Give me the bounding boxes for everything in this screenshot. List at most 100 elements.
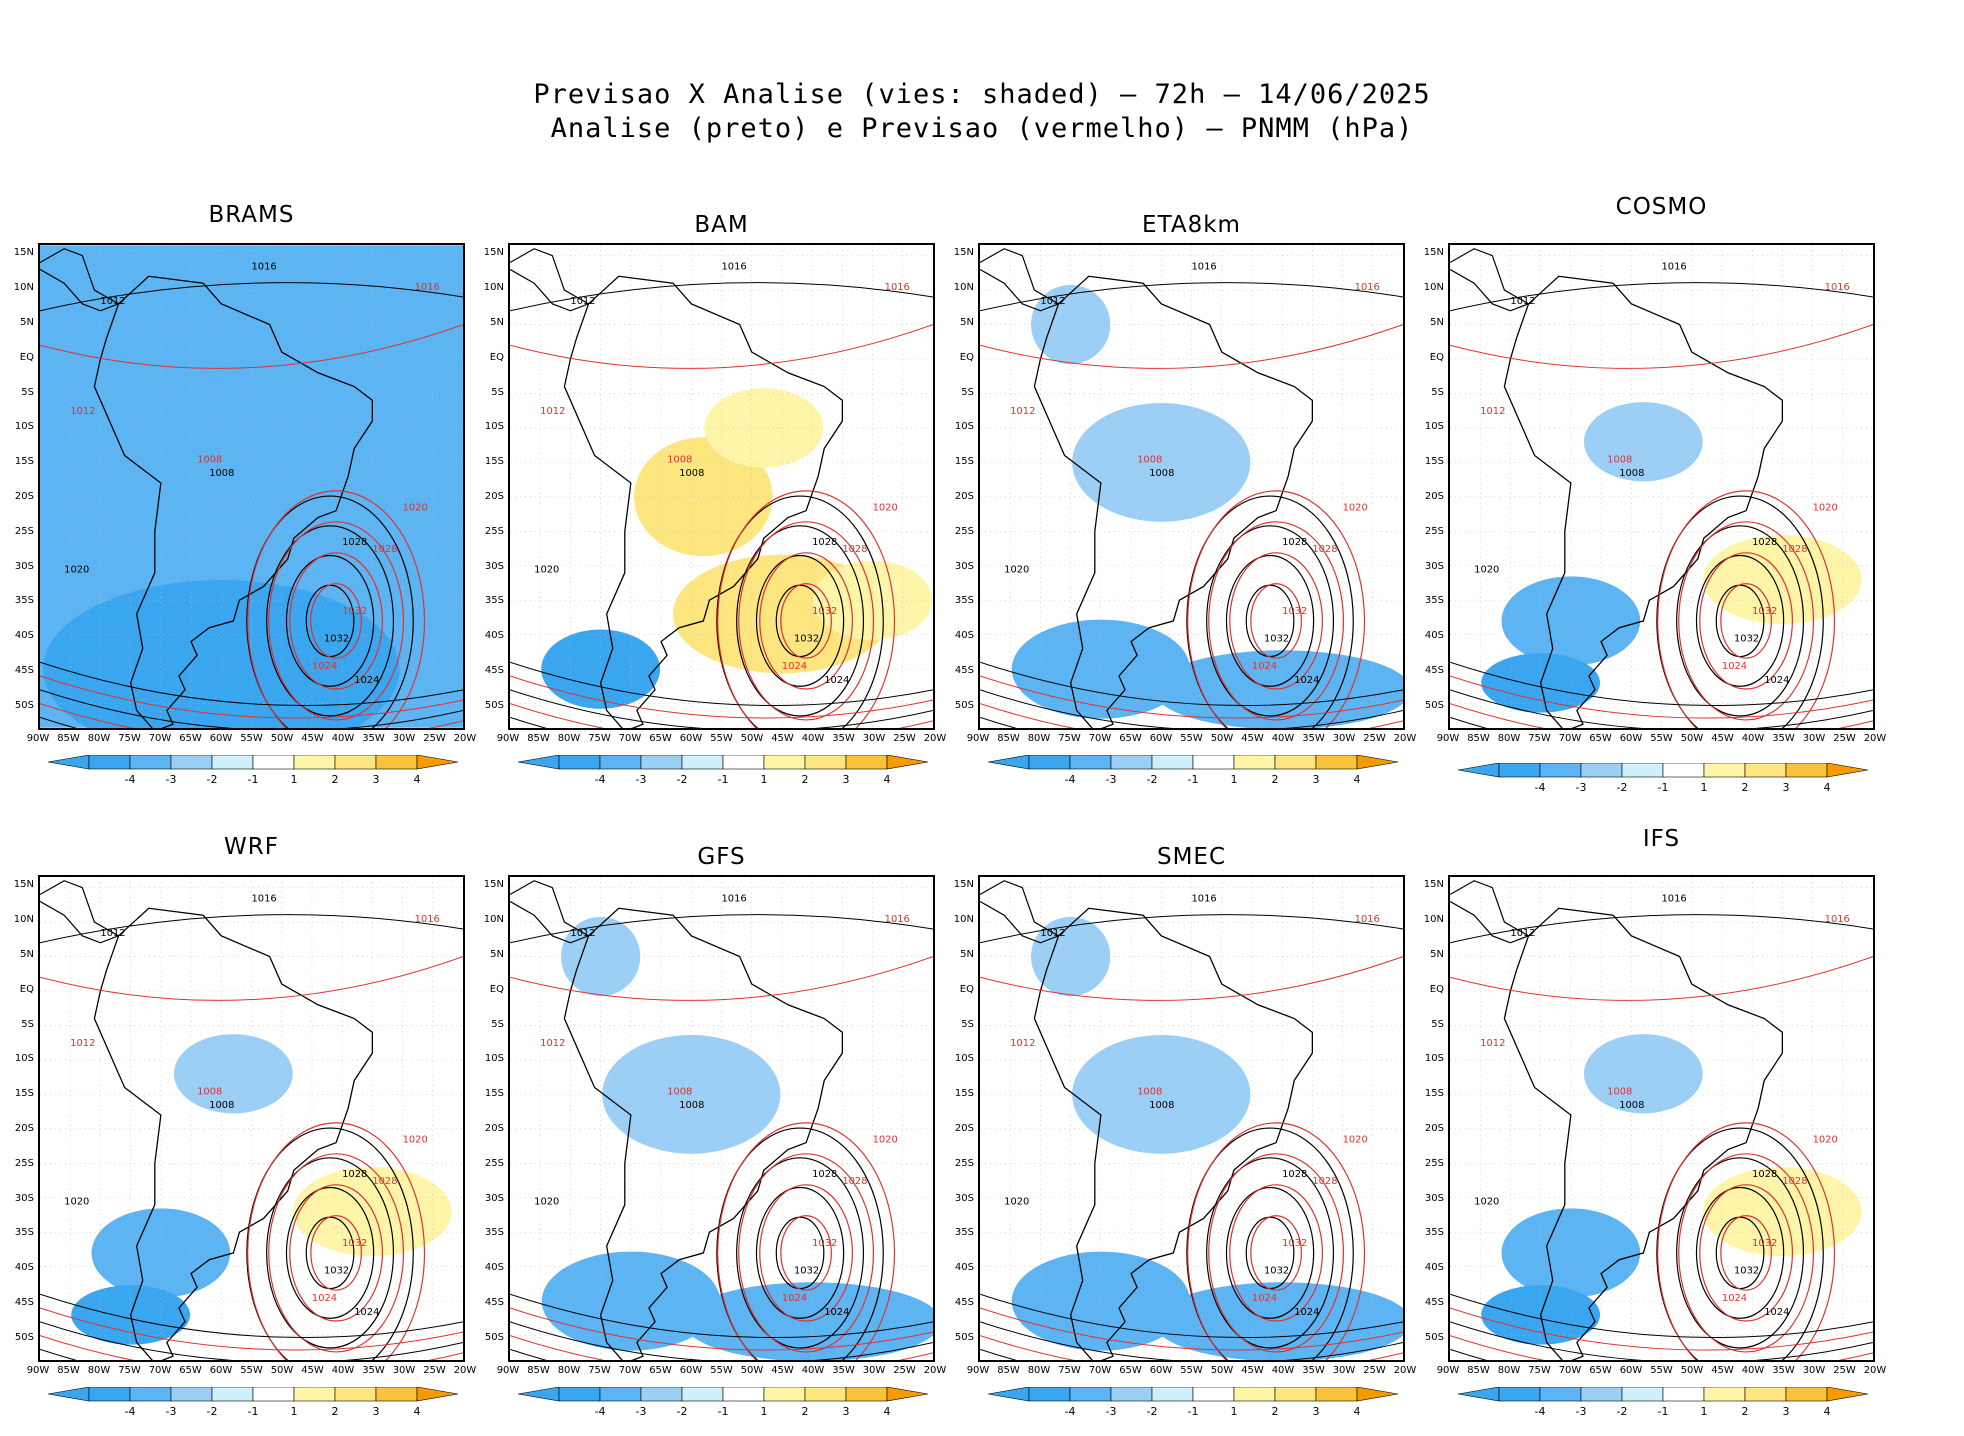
colorbar-segment — [375, 755, 418, 770]
latitude-label: EQ — [489, 983, 504, 995]
colorbar-label: -4 — [595, 1405, 606, 1418]
longitude-label: 75W — [1058, 733, 1081, 744]
forecast-contour-label: 1032 — [812, 606, 837, 617]
analysis-isobar — [1450, 282, 1873, 312]
analysis-isobar — [1656, 1127, 1824, 1360]
latitude-label: 5N — [490, 949, 504, 960]
forecast-isobar — [40, 324, 463, 369]
latitude-label: 45S — [1424, 664, 1444, 676]
analysis-isobar — [510, 914, 933, 944]
forecast-contour-label: 1008 — [1137, 454, 1162, 465]
analysis-contour-label: 1016 — [722, 893, 747, 904]
longitude-label: 30W — [392, 733, 416, 744]
bias-area — [1501, 1208, 1641, 1298]
colorbar-label: 4 — [1824, 781, 1831, 794]
forecast-isobar — [1657, 1122, 1836, 1360]
longitude-label: 40W — [331, 1365, 355, 1376]
southern-isobar — [40, 1321, 463, 1360]
colorbar-lower-arrow — [988, 1387, 1030, 1402]
latitude-label: 50S — [484, 699, 504, 711]
analysis-contour-label: 1032 — [324, 634, 349, 645]
forecast-contour-label: 1012 — [70, 406, 95, 417]
colorbar-label: 1 — [291, 773, 298, 786]
longitude-label: 65W — [649, 733, 672, 744]
analysis-isobar — [510, 282, 933, 312]
colorbar-segment — [1151, 1387, 1194, 1402]
latitude-label: 25S — [954, 1157, 974, 1169]
central-america-coastline — [510, 880, 590, 944]
latitude-label: 40S — [484, 1262, 504, 1274]
longitude-label: 55W — [710, 733, 733, 744]
longitude-label: 60W — [1619, 1365, 1643, 1376]
analysis-contour-label: 1028 — [1752, 537, 1777, 548]
colorbar-label: 2 — [1272, 1405, 1279, 1418]
bias-area — [541, 629, 661, 709]
latitude-label: 25S — [954, 525, 974, 537]
latitude-label: 10N — [953, 282, 974, 294]
forecast-isobar — [759, 1184, 854, 1322]
latitude-label: 10N — [483, 914, 504, 926]
analysis-isobar — [1695, 1186, 1785, 1319]
latitude-label: EQ — [1429, 983, 1444, 995]
latitude-label: 5S — [961, 386, 974, 398]
colorbar-segment — [1580, 763, 1623, 778]
panel-title: SMEC — [1156, 844, 1227, 870]
latitude-label: 50S — [1424, 1331, 1444, 1343]
latitude-label: 5S — [1431, 1018, 1444, 1030]
colorbar-segment — [1539, 763, 1582, 778]
latitude-label: 15S — [1424, 1088, 1444, 1100]
southern-isobar — [510, 661, 933, 707]
colorbar-segment — [804, 1387, 847, 1402]
map-panel: 1032 1028 1024 1016 1012 1020 1008 1032 1028 1016… — [508, 875, 935, 1362]
latitude-label: 40S — [1424, 630, 1444, 642]
analysis-contour-label: 1016 — [252, 261, 277, 272]
analysis-contour-label: 1028 — [342, 1169, 367, 1180]
analysis-isobar — [1676, 1157, 1805, 1349]
contour-labels: 1032 1028 1024 1016 1012 1020 1008 1032 1028 1016… — [1004, 893, 1380, 1318]
latitude-label: 10S — [1424, 421, 1444, 433]
colorbar-upper-arrow — [886, 755, 929, 770]
latitude-label: 25S — [1424, 1157, 1444, 1169]
latitude-label: 15N — [953, 247, 974, 259]
south-america-coastline — [563, 907, 844, 1360]
latitude-label: EQ — [489, 351, 504, 363]
colorbar-upper-arrow — [1826, 763, 1869, 778]
longitude-label: 60W — [679, 733, 703, 744]
colorbar-label: 2 — [1742, 1405, 1749, 1418]
longitude-label: 50W — [1680, 733, 1704, 744]
bias-area — [1072, 1034, 1251, 1154]
southern-isobar — [1450, 1321, 1873, 1360]
colorbar-segment — [1028, 1387, 1071, 1402]
latitude-label: 15S — [954, 456, 974, 468]
longitude-label: 45W — [1711, 1365, 1734, 1376]
longitude-label: 25W — [423, 733, 446, 744]
longitude-label: 85W — [57, 733, 80, 744]
longitude-label: 25W — [1363, 733, 1386, 744]
latitude-label: 35S — [1424, 595, 1444, 607]
colorbar-label: 4 — [884, 1405, 891, 1418]
latitude-label: 35S — [14, 595, 34, 607]
forecast-contour-label: 1028 — [372, 1176, 397, 1187]
analysis-isobar — [285, 1186, 375, 1319]
forecast-isobar — [247, 1122, 426, 1360]
panel-title: COSMO — [1615, 194, 1708, 220]
analysis-isobar — [246, 495, 414, 728]
longitude-label: 60W — [1149, 733, 1173, 744]
latitude-label: 40S — [14, 630, 34, 642]
longitude-label: 80W — [557, 733, 581, 744]
analysis-contour-label: 1032 — [1734, 1266, 1759, 1277]
analysis-contour-label: 1008 — [1149, 1100, 1174, 1111]
map-panel: 1032 1028 1024 1016 1012 1020 1008 1032 1028 1016… — [38, 875, 465, 1362]
latitude-label: 20S — [954, 1122, 974, 1134]
forecast-isobar — [1450, 324, 1873, 369]
colorbar-label: 1 — [1231, 773, 1238, 786]
southern-isobar — [510, 703, 933, 728]
longitude-label: 55W — [710, 1365, 733, 1376]
longitude-label: 60W — [1149, 1365, 1173, 1376]
analysis-isobar — [1656, 495, 1824, 728]
longitude-label: 65W — [1589, 733, 1612, 744]
longitude-label: 90W — [26, 1365, 50, 1376]
contour-labels: 1032 1028 1024 1016 1012 1020 1008 1032 1028 1016… — [64, 893, 440, 1318]
southern-isobar — [980, 1293, 1403, 1339]
panel-title: BRAMS — [208, 202, 295, 228]
